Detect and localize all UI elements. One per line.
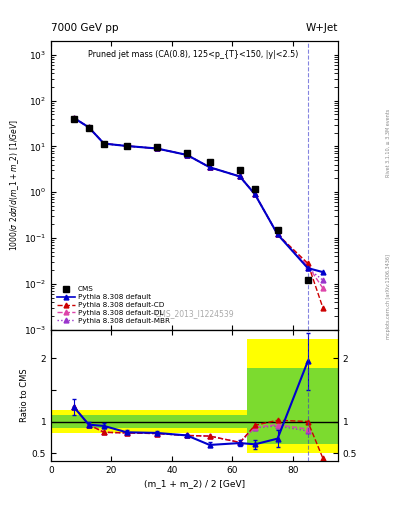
Y-axis label: $1000/\sigma\ 2d\sigma/d(m\_1 + m\_2)\ [1/GeV]$: $1000/\sigma\ 2d\sigma/d(m\_1 + m\_2)\ [… xyxy=(8,119,21,251)
Text: W+Jet: W+Jet xyxy=(306,23,338,33)
Text: mcplots.cern.ch [arXiv:1306.3436]: mcplots.cern.ch [arXiv:1306.3436] xyxy=(386,254,391,339)
Text: Pruned jet mass (CA(0.8), 125<p_{T}<150, |y|<2.5): Pruned jet mass (CA(0.8), 125<p_{T}<150,… xyxy=(88,50,299,58)
Legend: CMS, Pythia 8.308 default, Pythia 8.308 default-CD, Pythia 8.308 default-DL, Pyt: CMS, Pythia 8.308 default, Pythia 8.308 … xyxy=(55,284,172,326)
Text: Rivet 3.1.10, ≥ 3.3M events: Rivet 3.1.10, ≥ 3.3M events xyxy=(386,109,391,178)
Text: 7000 GeV pp: 7000 GeV pp xyxy=(51,23,119,33)
Y-axis label: Ratio to CMS: Ratio to CMS xyxy=(20,369,29,422)
X-axis label: (m_1 + m_2) / 2 [GeV]: (m_1 + m_2) / 2 [GeV] xyxy=(144,479,245,488)
Text: CMS_2013_I1224539: CMS_2013_I1224539 xyxy=(155,309,234,318)
